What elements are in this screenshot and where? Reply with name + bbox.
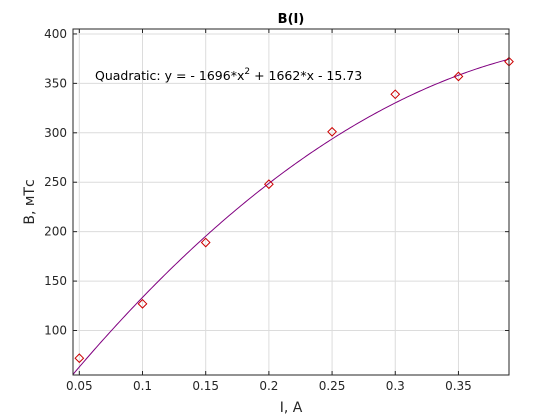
- fit-equation-exponent: 2: [244, 67, 250, 77]
- data-points: [74, 56, 514, 364]
- fit-curve: [73, 58, 509, 375]
- x-tick-label: 0.05: [66, 379, 93, 393]
- x-tick-label: 0.15: [192, 379, 219, 393]
- x-tick-label: 0.25: [319, 379, 346, 393]
- fit-equation-suffix: + 1662*x - 15.73: [250, 68, 362, 83]
- y-tick-label: 100: [44, 324, 67, 338]
- y-tick-label: 350: [44, 76, 67, 90]
- data-point-marker: [137, 298, 148, 309]
- data-point-marker: [390, 89, 401, 100]
- data-point-marker: [200, 237, 211, 248]
- plot-frame: [72, 28, 510, 376]
- y-tick-label: 150: [44, 274, 67, 288]
- fit-equation-annotation: Quadratic: y = - 1696*x2 + 1662*x - 15.7…: [95, 67, 362, 83]
- data-point-marker: [453, 71, 464, 82]
- x-tick-label: 0.3: [386, 379, 405, 393]
- y-tick-label: 300: [44, 126, 67, 140]
- x-axis-label: I, A: [280, 400, 303, 416]
- x-tick-label: 0.2: [259, 379, 278, 393]
- y-axis-label: B, мТс: [22, 179, 38, 224]
- data-point-marker: [74, 353, 85, 364]
- fit-equation-prefix: Quadratic: y = - 1696*x: [95, 68, 244, 83]
- y-tick-label: 200: [44, 225, 67, 239]
- y-tick-label: 250: [44, 175, 67, 189]
- grid-lines: [73, 29, 509, 375]
- y-axis-ticks: 100 150 200 250 300 350 400: [44, 27, 509, 338]
- plot-background: [73, 29, 509, 375]
- data-point-marker: [327, 126, 337, 137]
- chart-title: B(I): [278, 12, 305, 27]
- fit-curve-layer: [73, 58, 509, 375]
- data-point-marker: [263, 179, 274, 190]
- x-tick-label: 0.1: [133, 379, 152, 393]
- x-tick-label: 0.35: [445, 379, 472, 393]
- x-axis-ticks: 0.05 0.1 0.15 0.2 0.25 0.3 0.35: [66, 29, 472, 393]
- y-tick-label: 400: [44, 27, 67, 41]
